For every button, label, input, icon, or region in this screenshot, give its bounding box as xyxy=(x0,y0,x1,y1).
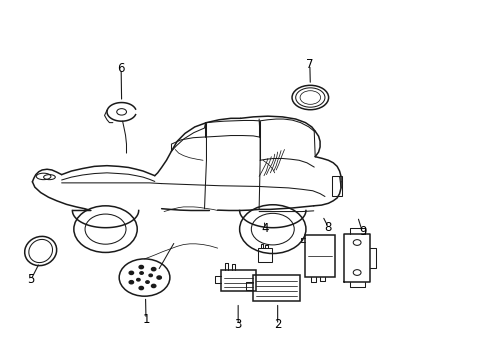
Text: 8: 8 xyxy=(324,221,331,234)
Circle shape xyxy=(139,287,143,290)
Circle shape xyxy=(139,265,143,269)
Text: 7: 7 xyxy=(305,58,313,71)
Circle shape xyxy=(151,267,156,271)
Circle shape xyxy=(151,284,156,288)
Text: 2: 2 xyxy=(273,318,281,331)
Circle shape xyxy=(157,276,161,279)
Circle shape xyxy=(137,279,140,281)
Text: 5: 5 xyxy=(27,273,35,286)
Circle shape xyxy=(129,280,133,284)
Circle shape xyxy=(149,274,152,276)
Text: 3: 3 xyxy=(234,318,242,331)
Text: 9: 9 xyxy=(358,225,366,238)
Text: 1: 1 xyxy=(142,312,149,326)
Circle shape xyxy=(129,271,133,274)
Circle shape xyxy=(140,272,143,274)
Text: 4: 4 xyxy=(261,222,268,235)
Text: 6: 6 xyxy=(117,62,124,75)
Circle shape xyxy=(145,281,149,283)
